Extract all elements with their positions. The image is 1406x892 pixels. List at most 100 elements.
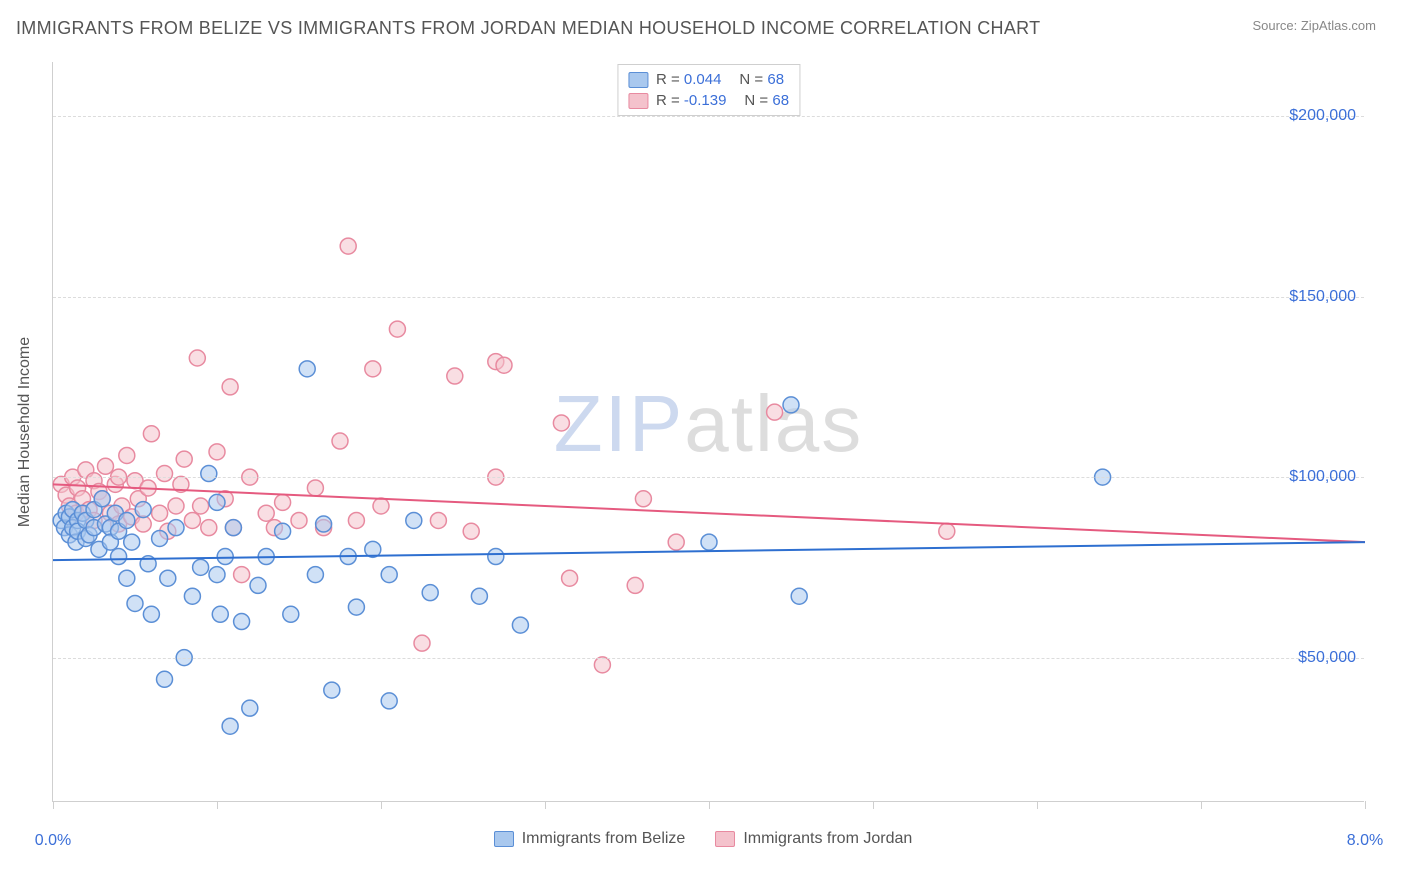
data-point [463,523,479,539]
y-tick-label: $200,000 [1289,107,1356,125]
data-point [143,426,159,442]
legend-swatch [494,831,514,847]
data-point [791,588,807,604]
data-point [939,523,955,539]
data-point [119,570,135,586]
data-point [299,361,315,377]
data-point [307,567,323,583]
data-point [193,498,209,514]
data-point [119,447,135,463]
data-point [291,512,307,528]
data-point [193,559,209,575]
x-tick [53,801,54,809]
data-point [225,520,241,536]
data-point [176,451,192,467]
data-point [258,505,274,521]
y-tick-label: $150,000 [1289,288,1356,306]
data-point [283,606,299,622]
data-point [94,491,110,507]
data-point [217,549,233,565]
data-point [668,534,684,550]
data-point [447,368,463,384]
x-tick [873,801,874,809]
data-point [471,588,487,604]
data-point [340,238,356,254]
x-tick [1365,801,1366,809]
data-point [184,512,200,528]
x-tick [545,801,546,809]
data-point [373,498,389,514]
data-point [160,570,176,586]
y-axis-title: Median Household Income [16,336,34,526]
series-label: Immigrants from Belize [522,830,686,848]
data-point [222,718,238,734]
data-point [209,444,225,460]
data-point [119,512,135,528]
data-point [701,534,717,550]
source-value: ZipAtlas.com [1301,18,1376,33]
data-point [135,516,151,532]
grid-line [53,658,1364,659]
source-prefix: Source: [1252,18,1300,33]
x-tick [381,801,382,809]
series-label: Immigrants from Jordan [743,830,912,848]
y-tick-label: $100,000 [1289,468,1356,486]
data-point [275,523,291,539]
data-point [127,595,143,611]
x-tick [1037,801,1038,809]
data-point [201,520,217,536]
data-point [97,458,113,474]
data-point [250,577,266,593]
data-point [209,567,225,583]
data-point [316,516,332,532]
data-point [209,494,225,510]
data-point [414,635,430,651]
series-legend-item: Immigrants from Jordan [715,830,912,848]
series-legend-item: Immigrants from Belize [494,830,686,848]
data-point [783,397,799,413]
data-point [496,357,512,373]
grid-line [53,116,1364,117]
data-point [135,502,151,518]
x-tick [217,801,218,809]
data-point [152,530,168,546]
data-point [406,512,422,528]
data-point [124,534,140,550]
grid-line [53,297,1364,298]
data-point [157,671,173,687]
data-point [512,617,528,633]
x-tick [1201,801,1202,809]
data-point [348,512,364,528]
data-point [389,321,405,337]
data-point [381,693,397,709]
data-point [365,361,381,377]
data-point [307,480,323,496]
data-point [348,599,364,615]
x-tick [709,801,710,809]
data-point [152,505,168,521]
legend-swatch [715,831,735,847]
data-point [222,379,238,395]
data-point [562,570,578,586]
grid-line [53,477,1364,478]
chart-plot-area: Median Household Income ZIPatlas R = 0.0… [52,62,1364,802]
data-point [553,415,569,431]
data-point [184,588,200,604]
data-point [381,567,397,583]
data-point [767,404,783,420]
data-point [488,549,504,565]
data-point [201,466,217,482]
data-point [234,614,250,630]
data-point [430,512,446,528]
series-legend: Immigrants from Belize Immigrants from Jo… [0,830,1406,848]
data-point [324,682,340,698]
data-point [275,494,291,510]
y-tick-label: $50,000 [1298,649,1356,667]
data-point [168,498,184,514]
data-point [627,577,643,593]
scatter-svg [53,62,1364,801]
data-point [594,657,610,673]
data-point [234,567,250,583]
data-point [635,491,651,507]
data-point [111,549,127,565]
